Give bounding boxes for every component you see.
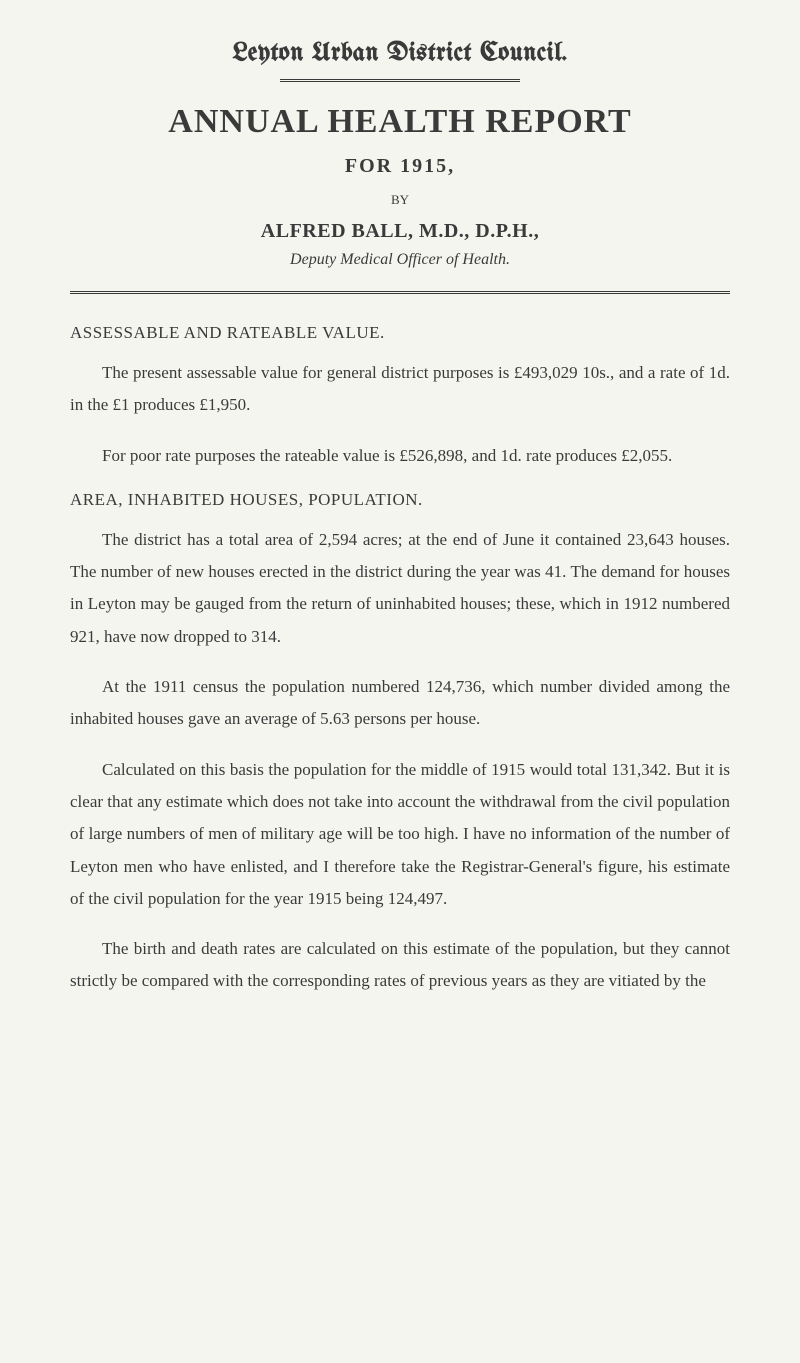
paragraph: The present assessable value for general… xyxy=(70,357,730,422)
paragraph: The district has a total area of 2,594 a… xyxy=(70,524,730,653)
section-assessable: ASSESSABLE AND RATEABLE VALUE. The prese… xyxy=(70,323,730,472)
by-line: BY xyxy=(70,192,730,208)
section-heading-assessable: ASSESSABLE AND RATEABLE VALUE. xyxy=(70,323,730,343)
rule-full xyxy=(70,291,730,295)
section-area: AREA, INHABITED HOUSES, POPULATION. The … xyxy=(70,490,730,998)
paragraph: At the 1911 census the population number… xyxy=(70,671,730,736)
document-header: Leyton Urban District Council. ANNUAL HE… xyxy=(70,40,730,269)
author-role: Deputy Medical Officer of Health. xyxy=(70,251,730,269)
section-heading-area: AREA, INHABITED HOUSES, POPULATION. xyxy=(70,490,730,510)
year-line: FOR 1915, xyxy=(70,155,730,178)
paragraph: The birth and death rates are calculated… xyxy=(70,933,730,998)
author-name: ALFRED BALL, M.D., D.P.H., xyxy=(70,220,730,243)
paragraph: For poor rate purposes the rateable valu… xyxy=(70,440,730,472)
main-title: ANNUAL HEALTH REPORT xyxy=(70,103,730,141)
rule-short xyxy=(280,79,520,83)
council-name: Leyton Urban District Council. xyxy=(70,40,730,67)
paragraph: Calculated on this basis the population … xyxy=(70,754,730,915)
